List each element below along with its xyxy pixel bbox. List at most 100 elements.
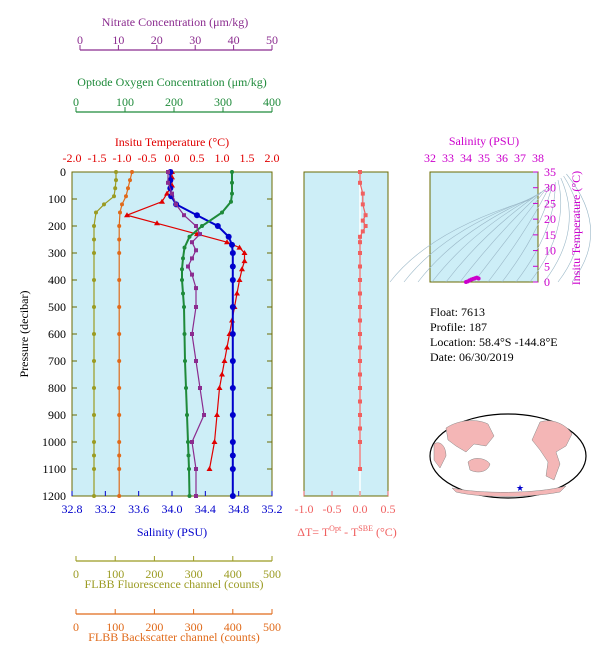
salinity-tick-label: 32.8 bbox=[62, 502, 83, 516]
salinity-tick-label: 34.0 bbox=[162, 502, 183, 516]
ts-salinity-axis-title: Salinity (PSU) bbox=[449, 134, 519, 148]
backscatter-point bbox=[128, 178, 132, 183]
delta-point bbox=[358, 234, 362, 239]
fluorescence-tick-label: 500 bbox=[263, 567, 281, 581]
delta-point bbox=[358, 372, 362, 377]
pressure-tick-label: 200 bbox=[48, 219, 66, 233]
oxygen-tick-label: 300 bbox=[214, 95, 232, 109]
world-map: ★ bbox=[429, 413, 587, 499]
temperature-point bbox=[219, 371, 225, 377]
temperature-point bbox=[214, 412, 220, 417]
nitrate-tick-label: 40 bbox=[228, 33, 240, 47]
salinity-point bbox=[229, 263, 236, 270]
temperature-tick-label: 2.0 bbox=[265, 151, 280, 165]
oxygen-point bbox=[180, 267, 184, 272]
oxygen-tick-label: 0 bbox=[73, 95, 79, 109]
temperature-point bbox=[221, 358, 228, 363]
ts-density-isoline bbox=[417, 195, 536, 283]
pressure-tick-label: 800 bbox=[48, 381, 66, 395]
salinity-point bbox=[229, 412, 236, 418]
backscatter-point bbox=[117, 305, 122, 309]
nitrate-point bbox=[198, 232, 202, 237]
temperature-tick-label: 0.0 bbox=[165, 151, 180, 165]
fluorescence-point bbox=[92, 251, 96, 255]
pressure-tick-label: 1200 bbox=[42, 489, 66, 503]
temperature-axis-title: Insitu Temperature (°C) bbox=[115, 135, 229, 149]
backscatter-point bbox=[117, 453, 122, 458]
temperature-point bbox=[154, 220, 160, 226]
backscatter-point bbox=[117, 237, 122, 242]
salinity-point bbox=[229, 331, 236, 337]
salinity-point bbox=[229, 452, 236, 459]
temperature-point bbox=[241, 250, 248, 255]
fluorescence-point bbox=[114, 170, 118, 174]
temperature-tick-label: 1.5 bbox=[240, 151, 255, 165]
delta-point bbox=[358, 399, 362, 404]
delta-point bbox=[358, 426, 362, 431]
nitrate-point bbox=[190, 272, 194, 277]
backscatter-point bbox=[118, 210, 122, 215]
salinity-point bbox=[229, 304, 236, 310]
nitrate-point bbox=[190, 332, 194, 336]
map-land-australia bbox=[467, 458, 491, 473]
delta-tick-group: -1.0 -0.5 0.0 0.5 bbox=[295, 491, 396, 516]
backscatter-point bbox=[117, 278, 122, 282]
nitrate-point bbox=[194, 494, 198, 498]
oxygen-axis-title: Optode Oxygen Concentration (μm/kg) bbox=[77, 75, 266, 89]
nitrate-point bbox=[194, 467, 198, 471]
fluorescence-point bbox=[92, 494, 96, 498]
delta-point bbox=[358, 278, 362, 282]
fluorescence-point bbox=[92, 413, 96, 417]
map-land-america bbox=[531, 420, 573, 481]
temperature-point bbox=[234, 290, 240, 296]
nitrate-tick-label: 0 bbox=[77, 33, 83, 47]
fluorescence-point bbox=[102, 202, 106, 207]
ts-temperature-tick-label: 20 bbox=[544, 212, 556, 226]
backscatter-point bbox=[126, 186, 130, 191]
oxygen-tick-label: 200 bbox=[165, 95, 183, 109]
ts-temperature-tick-label: 30 bbox=[544, 181, 556, 195]
backscatter-point bbox=[117, 413, 122, 417]
delta-point bbox=[358, 305, 362, 309]
nitrate-point bbox=[194, 305, 198, 309]
ts-density-isoline bbox=[529, 179, 561, 283]
oxygen-point bbox=[186, 440, 190, 444]
pressure-tick-label: 900 bbox=[48, 408, 66, 422]
delta-tick-label: 0.0 bbox=[353, 502, 368, 516]
ts-density-isoline bbox=[515, 181, 556, 283]
ts-series-group bbox=[464, 275, 481, 284]
ts-temperature-tick-label: 25 bbox=[544, 196, 556, 210]
ts-salinity-tick-label: 37 bbox=[514, 151, 526, 165]
ts-density-isoline bbox=[389, 199, 531, 283]
backscatter-point bbox=[117, 386, 122, 390]
ts-density-isolines bbox=[389, 173, 591, 283]
oxygen-tick-group: 0 100 200 300 400 bbox=[73, 95, 281, 112]
nitrate-tick-label: 10 bbox=[112, 33, 124, 47]
delta-tick-label: -1.0 bbox=[295, 502, 314, 516]
fluorescence-point bbox=[92, 278, 96, 282]
salinity-point bbox=[229, 277, 236, 283]
delta-series-group bbox=[358, 170, 368, 496]
fluorescence-point bbox=[92, 453, 96, 458]
oxygen-point bbox=[182, 332, 187, 336]
pressure-tick-label: 700 bbox=[48, 354, 66, 368]
temperature-tick-label: -1.5 bbox=[88, 151, 107, 165]
salinity-axis-title: Salinity (PSU) bbox=[137, 525, 207, 539]
ts-density-isoline bbox=[543, 177, 570, 283]
info-date: Date: 06/30/2019 bbox=[430, 350, 514, 364]
ts-density-isoline bbox=[487, 185, 550, 283]
delta-point bbox=[360, 202, 365, 207]
ts-point bbox=[476, 276, 481, 281]
temperature-point bbox=[206, 466, 213, 471]
ts-salinity-tick-label: 33 bbox=[442, 151, 454, 165]
fluorescence-point bbox=[94, 210, 98, 215]
delta-point bbox=[358, 170, 362, 174]
oxygen-point bbox=[200, 224, 204, 228]
fluorescence-tick-label: 300 bbox=[185, 567, 203, 581]
nitrate-tick-label: 30 bbox=[189, 33, 201, 47]
ts-salinity-tick-label: 38 bbox=[532, 151, 544, 165]
backscatter-tick-label: 0 bbox=[73, 620, 79, 634]
temperature-point bbox=[164, 190, 170, 196]
pressure-tick-label: 500 bbox=[48, 300, 66, 314]
